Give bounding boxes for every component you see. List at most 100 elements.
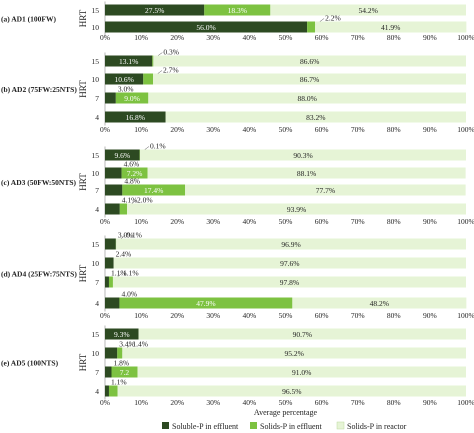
x-tick-label-1-6: 60% <box>315 125 329 134</box>
bar-segment-0-1-0 <box>105 21 308 33</box>
data-label-3-0-2: 96.9% <box>281 240 300 249</box>
bar-segment-4-3-2 <box>117 385 466 397</box>
x-tick-label-1-0: 0% <box>100 125 110 134</box>
data-label-1-0-0: 13.1% <box>119 57 138 66</box>
category-label-3-3: 4 <box>95 299 99 308</box>
bar-segment-1-0-2 <box>153 55 466 67</box>
category-label-2-0: 15 <box>92 151 100 160</box>
bar-segment-1-2-2 <box>148 92 466 104</box>
data-label-1-1-2: 86.7% <box>300 75 319 84</box>
data-label-2-3-0: 4.1% <box>122 196 138 205</box>
bar-segment-3-3-0 <box>105 297 120 309</box>
data-label-4-1-2: 95.2% <box>284 349 303 358</box>
x-tick-label-2-8: 80% <box>387 217 401 226</box>
category-label-3-1: 10 <box>92 259 100 268</box>
x-tick-label-0-0: 0% <box>100 33 110 42</box>
x-tick-label-3-10: 100% <box>457 311 474 320</box>
bar-segment-2-1-1 <box>121 167 148 179</box>
bar-segment-3-2-0 <box>105 276 109 288</box>
bar-segment-2-2-2 <box>185 184 466 196</box>
bar-segment-4-2-2 <box>137 366 467 378</box>
x-tick-label-1-5: 50% <box>279 125 293 134</box>
x-tick-label-3-2: 20% <box>170 311 184 320</box>
x-tick-label-3-4: 40% <box>243 311 257 320</box>
bar-segment-0-1-1 <box>307 21 316 33</box>
data-label-0-0-1: 18.3% <box>228 6 247 15</box>
data-label-2-0-2: 90.3% <box>293 151 312 160</box>
x-tick-label-bottom-8: 80% <box>387 398 401 407</box>
x-tick-label-3-9: 90% <box>423 311 437 320</box>
bar-segment-0-1-2 <box>315 21 467 33</box>
data-label-3-3-2: 48.2% <box>370 299 389 308</box>
x-tick-label-3-1: 10% <box>134 311 148 320</box>
bar-segment-2-3-1 <box>119 203 128 215</box>
data-label-4-2-1: 7.2 <box>120 368 130 377</box>
data-label-1-1-0: 10.6% <box>114 75 133 84</box>
x-tick-label-1-2: 20% <box>170 125 184 134</box>
legend-swatch-2 <box>336 421 345 430</box>
hrt-axis-label-3: HRT <box>78 264 88 282</box>
panel-title-4: (e) AD5 (100NTS) <box>1 359 59 368</box>
category-label-3-0: 15 <box>92 240 100 249</box>
data-label-4-1-1: 1.4% <box>132 340 148 349</box>
bar-segment-4-0-2 <box>138 328 466 340</box>
x-tick-label-3-0: 0% <box>100 311 110 320</box>
x-tick-label-bottom-0: 0% <box>100 398 110 407</box>
x-tick-label-bottom-1: 10% <box>134 398 148 407</box>
x-tick-label-bottom-9: 90% <box>423 398 437 407</box>
x-tick-label-bottom-3: 30% <box>206 398 220 407</box>
data-label-0-0-2: 54.2% <box>358 6 377 15</box>
x-tick-label-bottom-2: 20% <box>170 398 184 407</box>
x-tick-label-3-3: 30% <box>206 311 220 320</box>
bar-segment-3-0-2 <box>116 238 466 250</box>
bar-segment-4-1-0 <box>105 347 118 359</box>
data-label-2-0-1: 0.1% <box>150 142 166 151</box>
x-tick-label-1-7: 70% <box>351 125 365 134</box>
bar-segment-2-0-2 <box>140 149 466 161</box>
data-label-3-0-0: 3.0% <box>118 231 134 240</box>
data-label-1-0-2: 86.6% <box>300 57 319 66</box>
x-tick-label-bottom-10: 100% <box>457 398 474 407</box>
category-label-2-3: 4 <box>95 205 99 214</box>
category-label-4-2: 7 <box>95 368 99 377</box>
data-label-1-2-2: 88.0% <box>297 94 316 103</box>
bar-segment-4-3-1 <box>108 385 118 397</box>
category-label-2-2: 7 <box>95 186 99 195</box>
x-tick-label-1-3: 30% <box>206 125 220 134</box>
data-label-1-1-1: 2.7% <box>163 66 179 75</box>
category-label-4-3: 4 <box>95 387 99 396</box>
data-label-1-3-2: 83.2% <box>306 113 325 122</box>
hrt-axis-label-4: HRT <box>78 353 88 371</box>
legend-swatch-1 <box>250 422 257 429</box>
data-label-4-0-2: 90.7% <box>293 330 312 339</box>
bar-segment-1-2-0 <box>105 92 116 104</box>
x-tick-label-bottom-6: 60% <box>315 398 329 407</box>
legend-entry-1: Solids-P in effluent <box>260 422 323 431</box>
bar-segment-2-2-0 <box>105 184 123 196</box>
x-tick-label-3-7: 70% <box>351 311 365 320</box>
data-label-2-2-1: 17.4% <box>144 186 163 195</box>
x-tick-label-0-2: 20% <box>170 33 184 42</box>
x-tick-label-2-5: 50% <box>279 217 293 226</box>
bar-segment-1-2-1 <box>115 92 149 104</box>
x-tick-label-2-10: 100% <box>457 217 474 226</box>
panel-title-2: (c) AD3 (50FW:50NTS) <box>1 178 76 187</box>
x-tick-label-0-9: 90% <box>423 33 437 42</box>
bar-segment-1-3-0 <box>105 111 166 123</box>
legend-entry-2: Solids-P in reactor <box>347 422 407 431</box>
data-label-0-1-0: 56.0% <box>196 23 215 32</box>
bar-segment-4-0-0 <box>105 328 139 340</box>
category-label-2-1: 10 <box>92 169 100 178</box>
data-label-4-2-2: 91.0% <box>292 368 311 377</box>
bar-segment-3-1-0 <box>105 257 114 269</box>
bar-segment-2-1-0 <box>105 167 122 179</box>
legend-entry-0: Soluble-P in effluent <box>172 422 239 431</box>
bar-segment-3-2-2 <box>112 276 466 288</box>
bar-segment-2-1-2 <box>147 167 466 179</box>
panel-title-3: (d) AD4 (25FW:75NTS) <box>1 270 77 279</box>
data-label-2-1-1: 7.2% <box>127 169 143 178</box>
data-label-2-1-2: 88.1% <box>297 169 316 178</box>
hrt-axis-label-0: HRT <box>78 9 88 27</box>
bar-segment-3-1-2 <box>113 257 466 269</box>
bar-segment-4-1-1 <box>117 347 123 359</box>
